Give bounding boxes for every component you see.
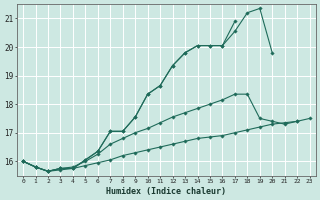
X-axis label: Humidex (Indice chaleur): Humidex (Indice chaleur) [106,187,226,196]
